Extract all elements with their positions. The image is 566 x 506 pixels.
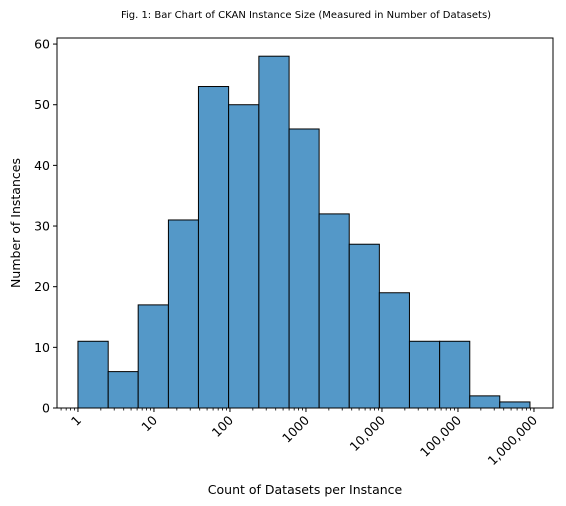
y-tick-label-3: 30 (34, 219, 50, 234)
bars-group (77, 55, 531, 409)
chart-title: Fig. 1: Bar Chart of CKAN Instance Size … (121, 10, 491, 21)
y-tick-label-4: 40 (34, 158, 50, 173)
bar-11 (408, 340, 441, 409)
y-tick-label-2: 20 (34, 279, 50, 294)
x-tick-label-2: 100 (209, 412, 237, 440)
x-axis-label: Count of Datasets per Instance (208, 482, 403, 497)
y-tick-label-6: 60 (34, 37, 50, 52)
y-axis: 0 10 20 30 40 50 60 (34, 37, 57, 416)
bar-13 (469, 395, 501, 409)
bar-14 (499, 401, 531, 409)
bar-8 (318, 213, 350, 409)
y-axis-label: Number of Instances (8, 158, 23, 288)
x-tick-label-5: 100,000 (417, 412, 464, 459)
bar-5 (228, 104, 260, 409)
bar-3 (167, 219, 199, 409)
x-tick-label-1: 10 (138, 412, 160, 434)
bar-6 (258, 55, 290, 409)
bar-0 (77, 340, 109, 409)
x-tick-label-4: 10,000 (347, 412, 389, 454)
bar-7 (288, 128, 320, 409)
plot-area-frame (56, 37, 554, 409)
x-tick-label-0: 1 (68, 413, 84, 429)
bar-4 (197, 86, 230, 409)
y-tick-label-5: 50 (34, 97, 50, 112)
x-axis: 1 10 100 1000 10,000 100,000 1,000,000 (60, 408, 540, 468)
bar-9 (348, 243, 380, 409)
y-tick-label-0: 0 (42, 401, 50, 416)
bar-2 (137, 304, 169, 409)
y-tick-label-1: 10 (34, 340, 50, 355)
bar-1 (107, 371, 139, 409)
bar-10 (378, 292, 410, 409)
bar-12 (439, 340, 471, 409)
x-tick-label-6: 1,000,000 (484, 412, 540, 468)
x-tick-label-3: 1000 (279, 412, 312, 445)
